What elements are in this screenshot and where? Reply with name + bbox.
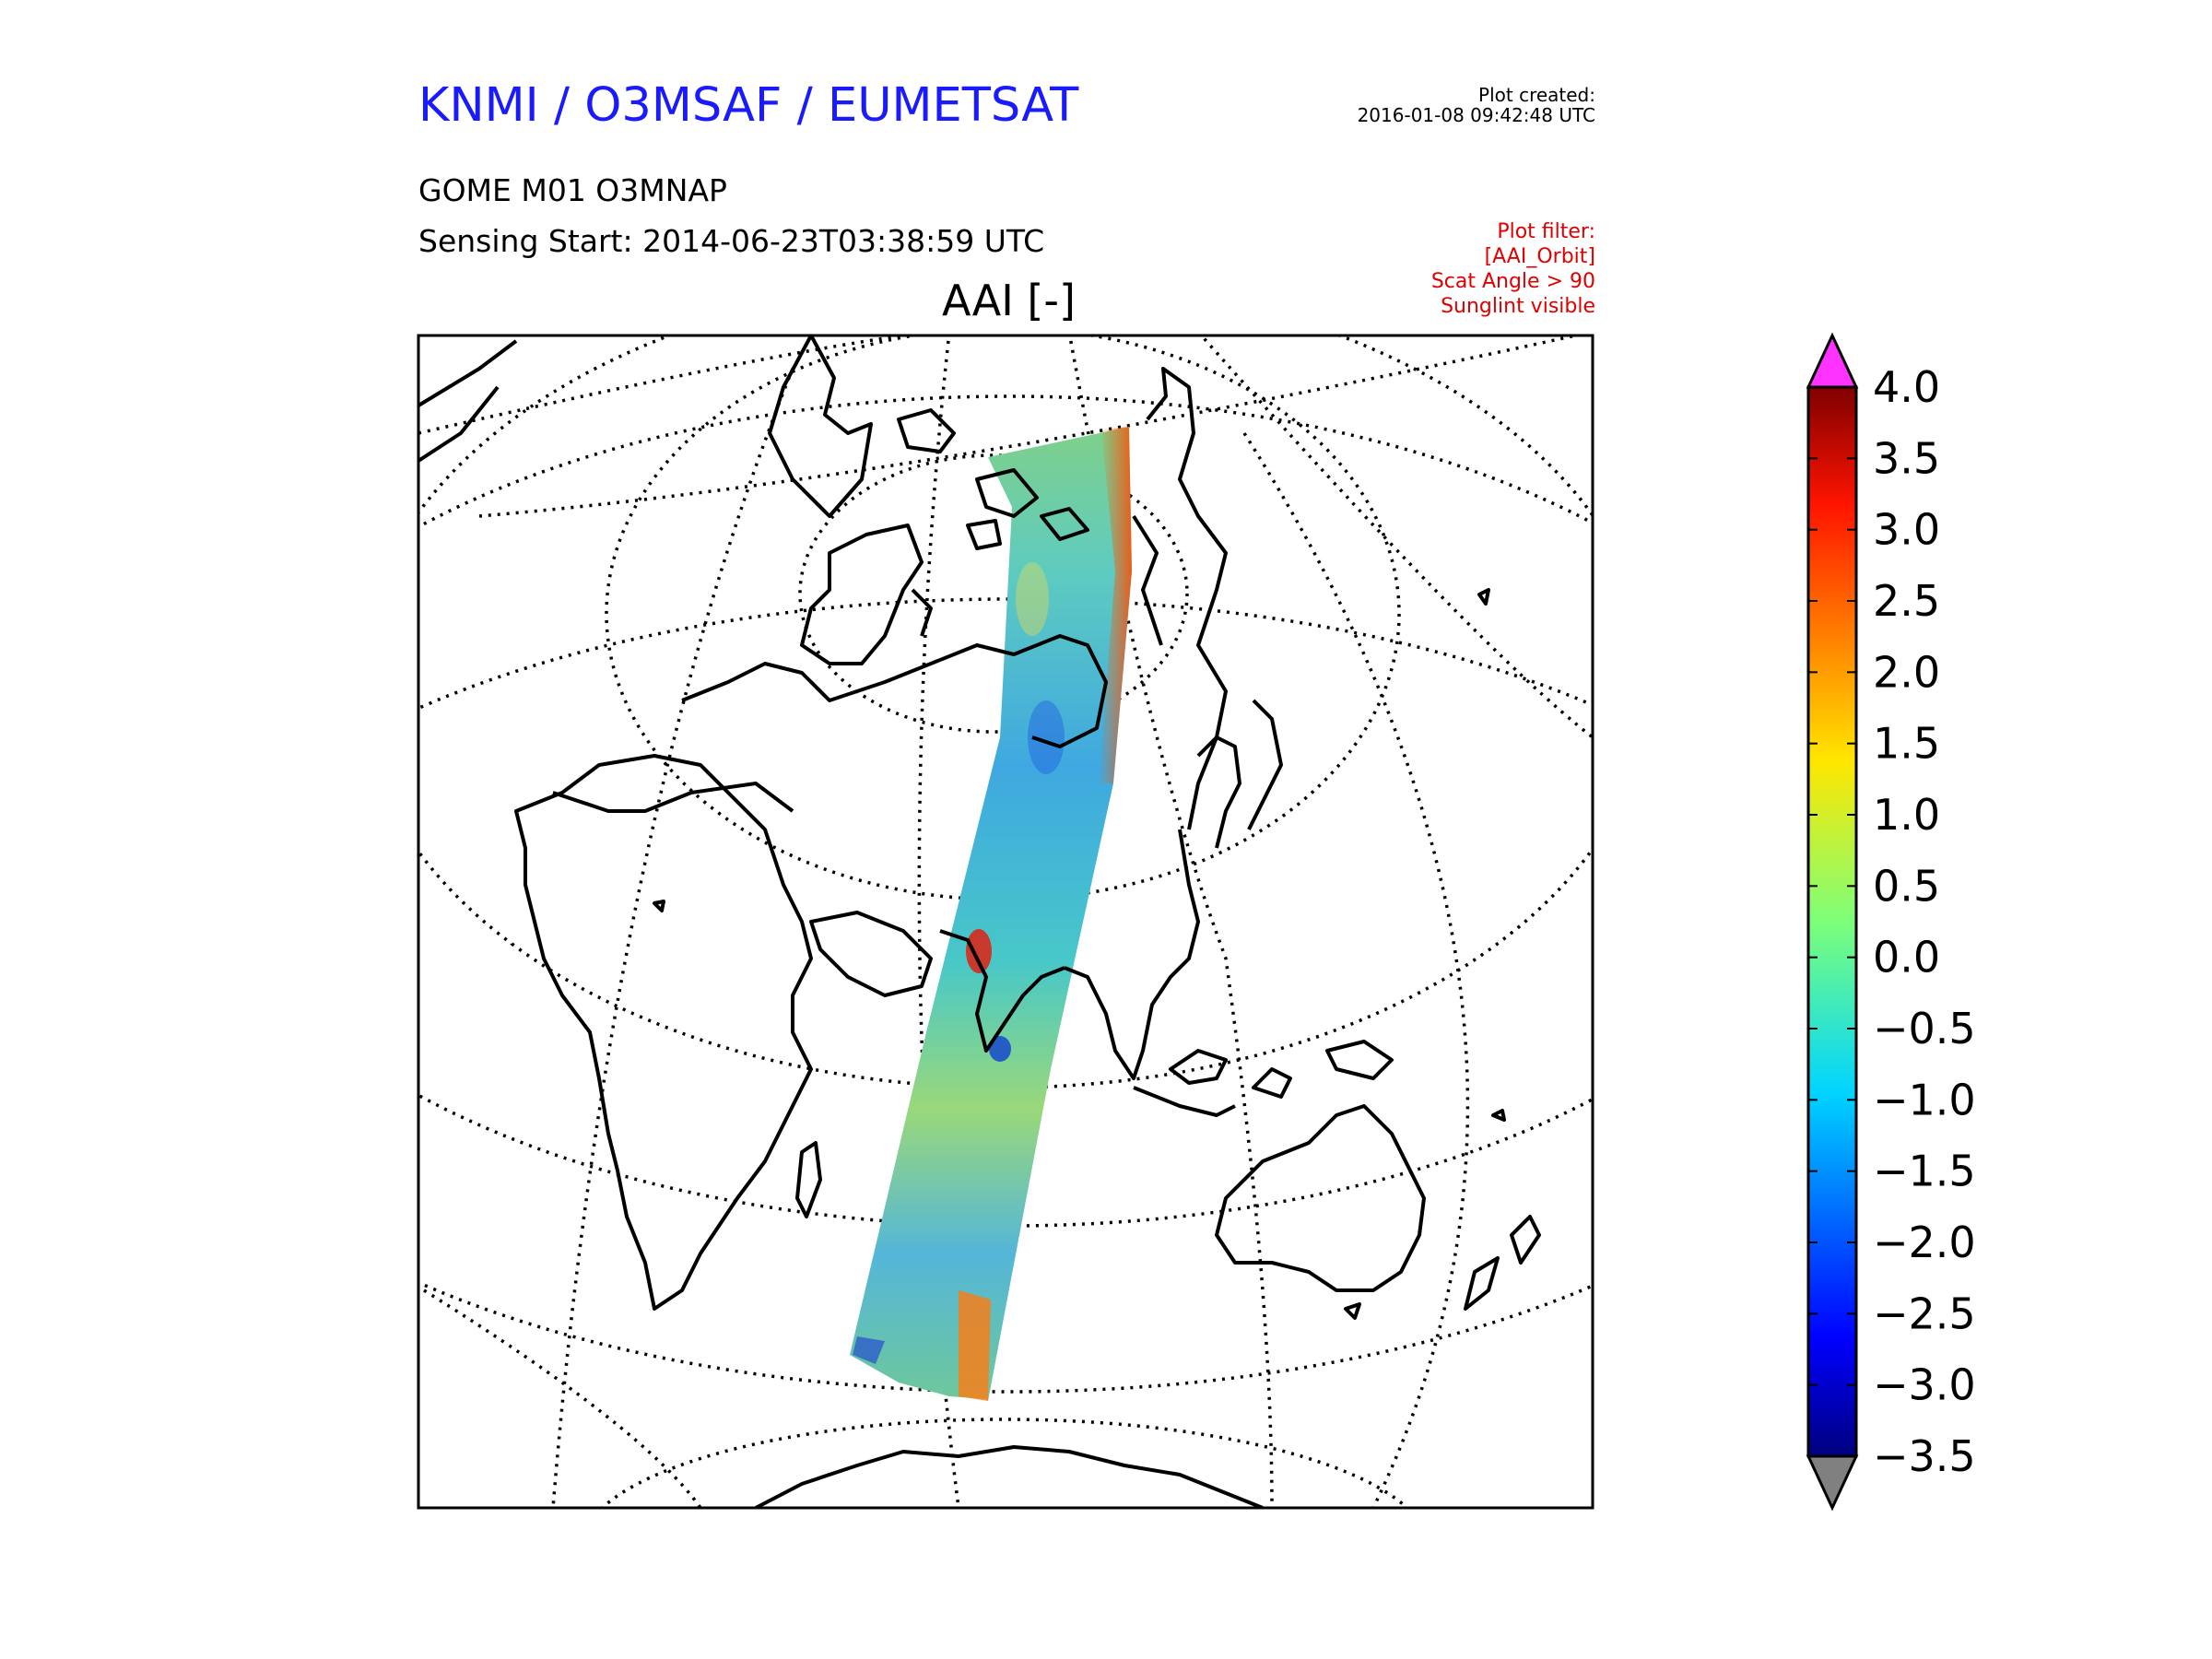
plot-created-label: Plot created: <box>1478 84 1595 106</box>
plot-filter-line: Scat Angle > 90 <box>1430 270 1595 293</box>
colorbar-tick-label: −2.5 <box>1873 1288 1976 1338</box>
colorbar-tick-label: −0.5 <box>1873 1004 1976 1053</box>
colorbar-tick-label: −2.0 <box>1873 1218 1976 1267</box>
colorbar-extend-min <box>1806 1454 1859 1512</box>
colorbar-tick-label: −3.5 <box>1873 1431 1976 1481</box>
product-name: GOME M01 O3MNAP <box>418 172 727 208</box>
colorbar-tick-label: 0.5 <box>1873 861 1940 911</box>
colorbar-ramp <box>1806 385 1858 1458</box>
colorbar-tick-label: 0.0 <box>1873 933 1940 982</box>
colorbar-tick-label: 1.0 <box>1873 790 1940 840</box>
colorbar: 4.0 3.5 3.0 2.5 2.0 1.5 1.0 0.5 0.0 −0.5 −1.0 −1.5 −… <box>1806 332 1976 1512</box>
plot-created-time: 2016-01-08 09:42:48 UTC <box>1357 104 1595 126</box>
colorbar-tick-label: 3.0 <box>1873 505 1940 555</box>
colorbar-tick-label: 3.5 <box>1873 433 1940 483</box>
colorbar-tick-label: −3.0 <box>1873 1360 1976 1410</box>
variable-title: AAI [-] <box>942 276 1076 325</box>
colorbar-tick-label: −1.5 <box>1873 1147 1976 1196</box>
colorbar-tick-label: 2.0 <box>1873 647 1940 697</box>
colorbar-tick-label: 1.5 <box>1873 719 1940 769</box>
colorbar-ticks: 4.0 3.5 3.0 2.5 2.0 1.5 1.0 0.5 0.0 −0.5 −1.0 −1.5 −… <box>1808 362 1976 1481</box>
sensing-start: Sensing Start: 2014-06-23T03:38:59 UTC <box>418 223 1045 259</box>
aai-swath <box>850 427 1132 1401</box>
plot-filter-line: [AAI_Orbit] <box>1484 245 1595 268</box>
coastlines <box>418 335 1541 1508</box>
plot-filter-line: Plot filter: <box>1497 220 1595 243</box>
colorbar-tick-label: 4.0 <box>1873 362 1940 412</box>
colorbar-tick-label: −1.0 <box>1873 1075 1976 1124</box>
colorbar-extend-max <box>1806 332 1859 389</box>
map-area <box>418 335 1593 1508</box>
plot-filter-line: Sunglint visible <box>1441 295 1595 318</box>
org-title: KNMI / O3MSAF / EUMETSAT <box>418 78 1079 133</box>
colorbar-tick-label: 2.5 <box>1873 576 1940 626</box>
map-frame <box>417 334 1594 1510</box>
